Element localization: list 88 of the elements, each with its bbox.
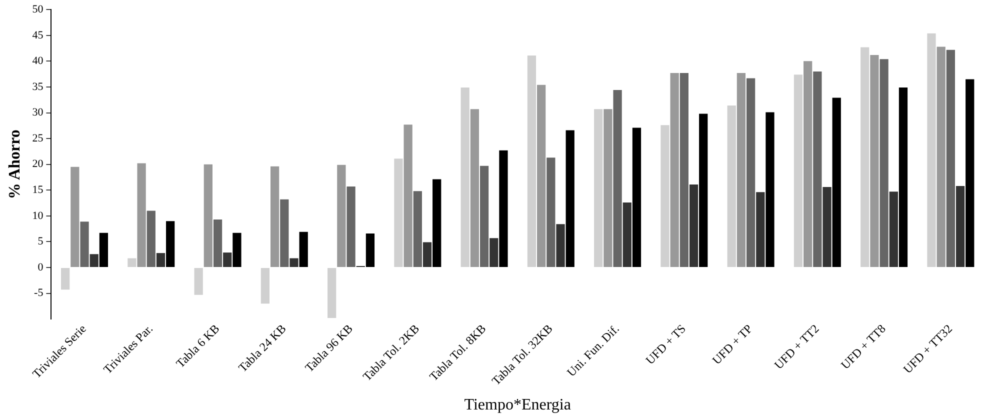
bar	[270, 166, 280, 267]
bar	[889, 192, 898, 267]
bar	[804, 61, 812, 267]
bar	[280, 199, 289, 267]
y-tick-label: 10	[32, 210, 44, 222]
y-tick-label: 15	[32, 184, 44, 196]
bar	[90, 254, 98, 267]
bar	[432, 179, 442, 267]
bar	[727, 106, 736, 267]
y-tick-label: 5	[38, 236, 44, 248]
bar	[699, 114, 708, 267]
bar	[594, 109, 603, 267]
bar	[394, 158, 403, 267]
y-tick-label: -5	[34, 287, 44, 300]
bar	[146, 210, 156, 267]
bar	[527, 56, 536, 267]
bar	[756, 192, 765, 267]
x-tick-label: UFD + TS	[642, 322, 689, 368]
y-tick-label: 50	[32, 3, 44, 16]
y-tick-label: 35	[32, 80, 44, 93]
bar	[736, 73, 746, 267]
bar	[137, 163, 146, 267]
bar	[232, 232, 242, 267]
bar	[337, 164, 346, 267]
bar	[61, 268, 70, 290]
y-tick-label: 20	[32, 158, 44, 170]
bar	[794, 74, 803, 267]
bar	[680, 73, 688, 267]
bar	[546, 158, 556, 267]
bar	[880, 59, 888, 267]
bar	[660, 125, 670, 267]
bar	[404, 124, 412, 267]
bar	[299, 232, 308, 267]
bar	[346, 186, 356, 267]
bar	[537, 84, 546, 267]
bar	[898, 87, 908, 267]
bar	[860, 47, 870, 267]
bar	[460, 87, 470, 267]
y-tick-label: 45	[32, 29, 44, 42]
bar	[689, 184, 698, 267]
bar	[956, 186, 965, 267]
bar	[70, 166, 80, 267]
bar	[822, 187, 832, 267]
bar	[622, 202, 632, 267]
bar	[156, 253, 166, 267]
bar	[80, 222, 89, 267]
bar	[566, 130, 574, 267]
bar	[366, 233, 375, 267]
bar	[604, 109, 612, 267]
bar	[946, 50, 956, 267]
bar	[670, 73, 679, 267]
bar	[499, 150, 508, 267]
x-axis-title: Tiempo*Energia	[464, 396, 571, 414]
bar	[470, 109, 480, 267]
bar	[128, 258, 136, 267]
bar	[413, 191, 422, 267]
bar	[746, 78, 756, 267]
bar	[813, 71, 822, 267]
bar	[766, 112, 774, 267]
bar	[927, 33, 936, 267]
bar	[632, 128, 642, 267]
bar	[490, 238, 498, 267]
y-tick-label: 40	[32, 55, 44, 68]
bar	[870, 54, 879, 267]
bar	[422, 242, 432, 267]
bar	[290, 258, 298, 267]
x-tick-label: UFD + TT2	[771, 322, 822, 372]
y-axis-title: % Ahorro	[6, 130, 24, 200]
bar	[260, 268, 270, 304]
bar	[166, 221, 175, 267]
y-tick-label: 30	[32, 106, 44, 119]
bar	[936, 46, 946, 267]
bar	[223, 252, 232, 267]
x-tick-label: UFD + TP	[710, 321, 756, 368]
bar	[556, 224, 565, 267]
x-tick-label: UFD + TT8	[838, 322, 888, 372]
bar	[966, 79, 974, 267]
x-tick-label: Uni. Fun. Dif.	[564, 322, 622, 380]
bar	[213, 220, 222, 267]
bar	[613, 90, 622, 267]
y-tick-label: 0	[38, 261, 44, 274]
bar	[99, 232, 108, 267]
bar	[328, 268, 336, 318]
bar	[832, 98, 841, 267]
bar	[204, 164, 212, 267]
bar	[194, 268, 203, 295]
y-tick-label: 25	[32, 132, 44, 144]
bar	[480, 166, 489, 267]
